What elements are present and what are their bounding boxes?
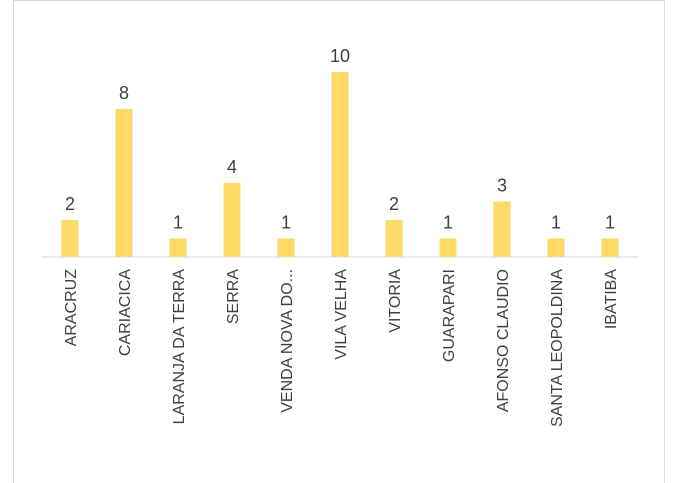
bar-serra — [223, 183, 241, 257]
bar-aracruz — [61, 220, 79, 257]
category-label: LARANJA DA TERRA — [171, 269, 188, 425]
category-labels-group: ARACRUZ CARIACICA LARANJA DA TERRA SERRA VEN… — [63, 269, 620, 427]
category-label: SERRA — [225, 269, 242, 324]
data-label: 1 — [281, 213, 291, 233]
data-label: 1 — [551, 213, 561, 233]
category-label: SANTA LEOPOLDINA — [549, 269, 566, 427]
data-label: 3 — [497, 176, 507, 196]
data-label: 2 — [389, 194, 399, 214]
data-label: 10 — [330, 46, 350, 66]
category-label: CARIACICA — [117, 269, 134, 356]
bar-venda-nova-do — [277, 238, 295, 257]
bar-vitoria — [385, 220, 403, 257]
data-label: 8 — [119, 83, 129, 103]
bar-santa-leopoldina — [547, 238, 565, 257]
bar-guarapari — [439, 238, 457, 257]
bar-cariacica — [115, 109, 133, 257]
data-label: 4 — [227, 157, 237, 177]
data-label: 1 — [173, 213, 183, 233]
data-label: 2 — [65, 194, 75, 214]
category-label: IBATIBA — [603, 269, 620, 329]
data-label: 1 — [605, 213, 615, 233]
bars-group — [61, 72, 619, 257]
category-label: VITORIA — [387, 269, 404, 333]
bar-laranja-da-terra — [169, 238, 187, 257]
bar-vila-velha — [331, 72, 349, 257]
bar-afonso-claudio — [493, 201, 511, 257]
data-label: 1 — [443, 213, 453, 233]
category-label: VENDA NOVA DO... — [279, 269, 296, 413]
category-label: ARACRUZ — [63, 269, 80, 347]
category-label: VILA VELHA — [333, 269, 350, 360]
bar-ibatiba — [601, 238, 619, 257]
category-label: GUARAPARI — [441, 269, 458, 362]
category-label: AFONSO CLAUDIO — [495, 269, 512, 412]
